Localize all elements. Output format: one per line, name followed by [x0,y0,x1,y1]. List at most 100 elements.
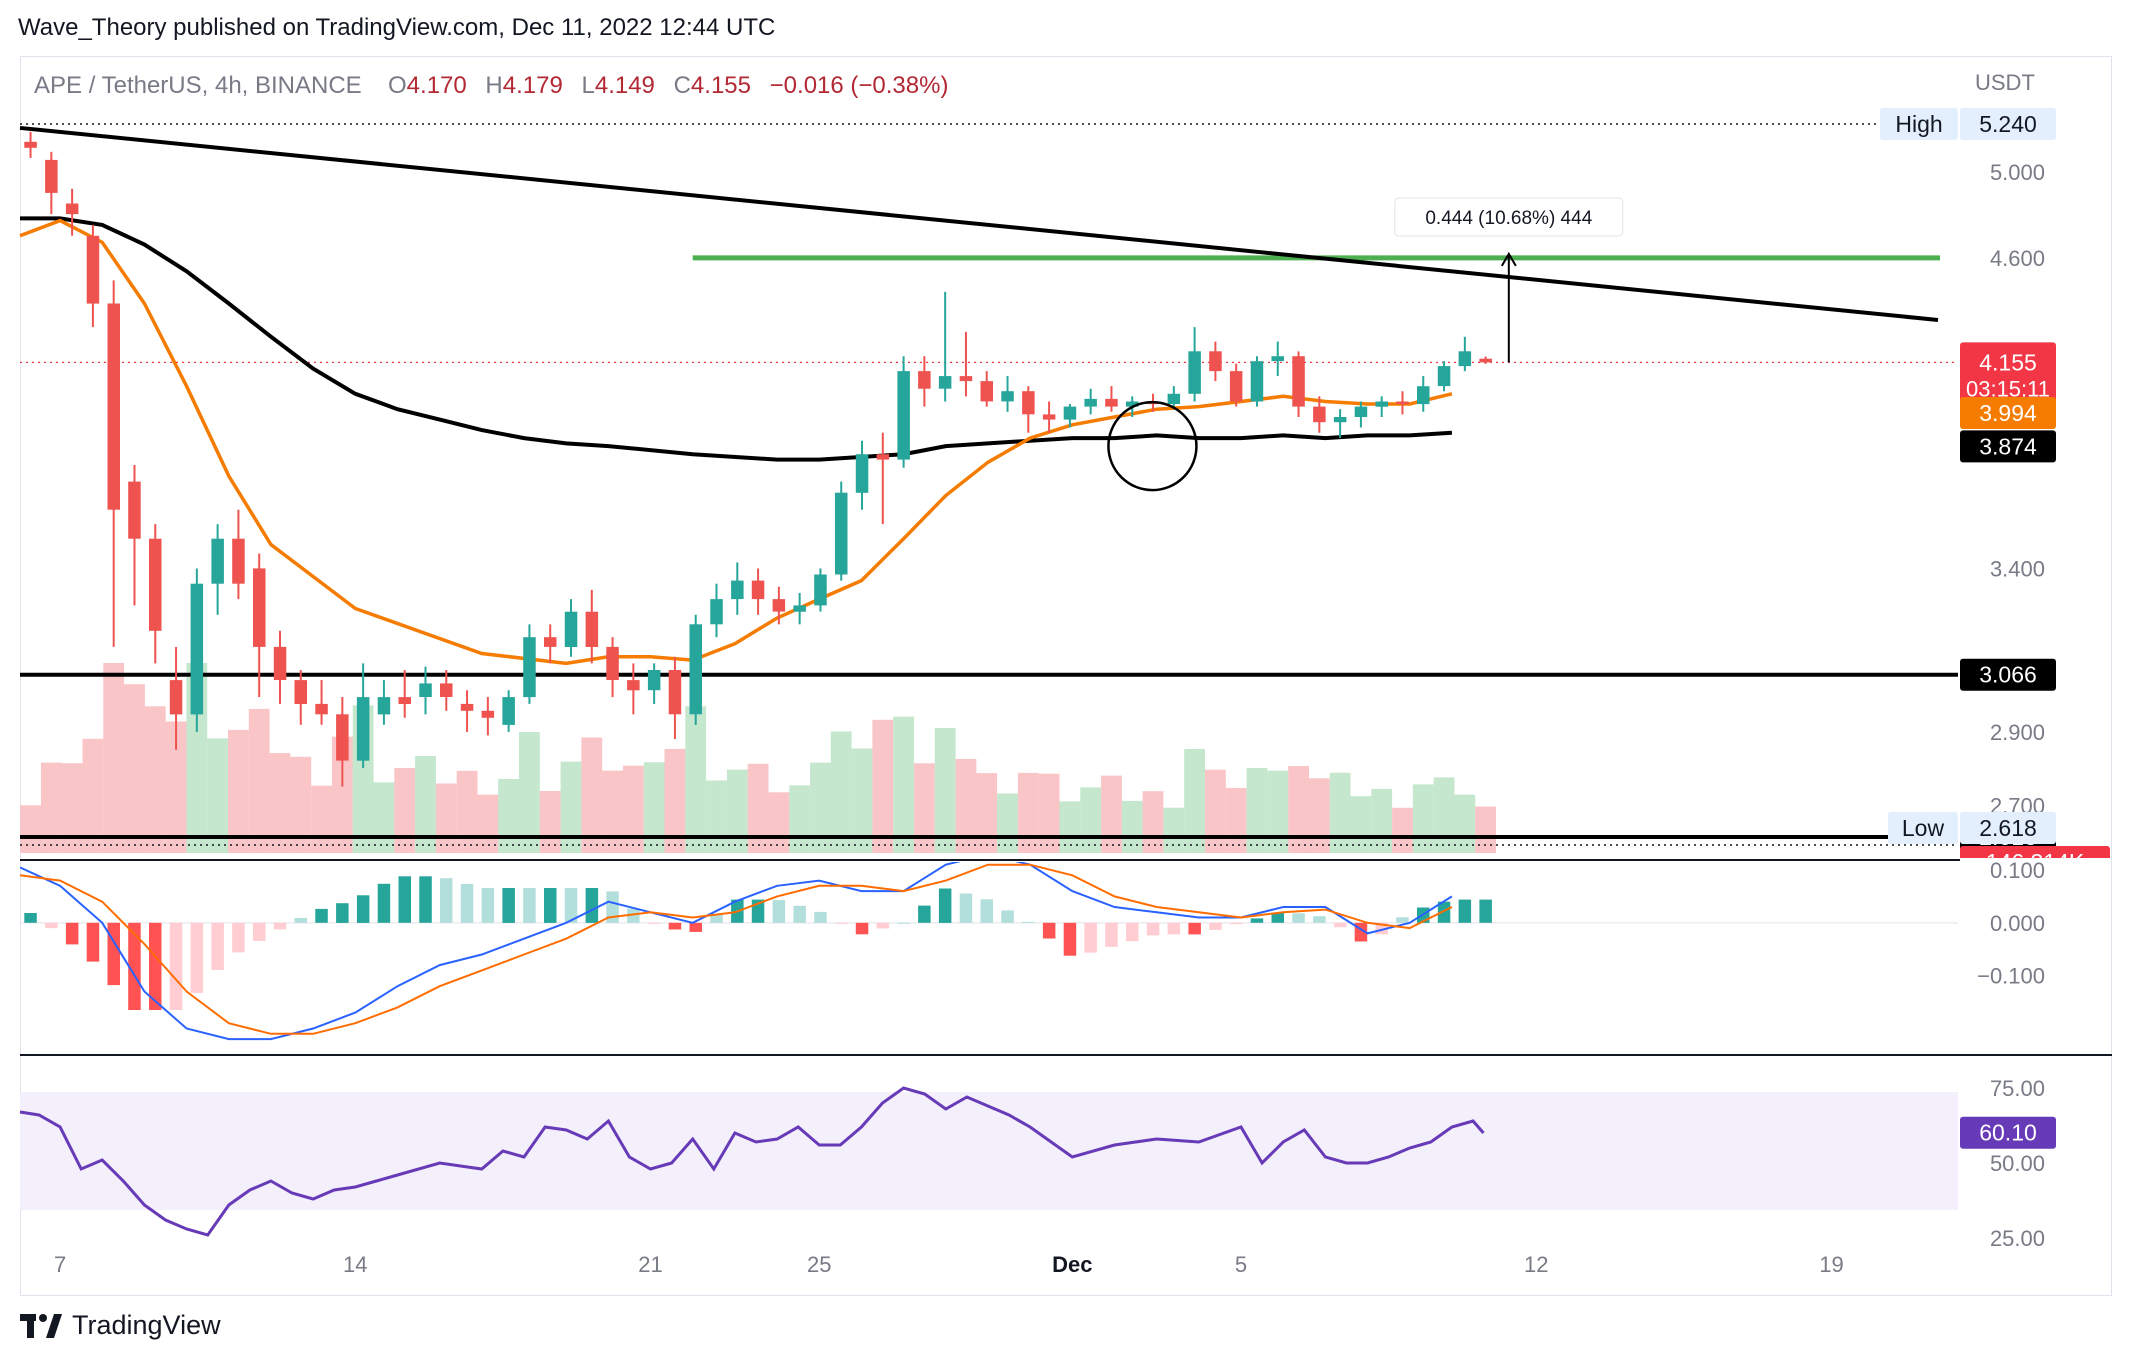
macd-histogram-bar [356,895,370,923]
low-tag-bg [1888,812,1958,844]
candle [751,580,765,600]
tradingview-logo-icon [20,1313,62,1338]
macd-histogram-bar [190,922,204,993]
macd-histogram-bar [169,922,183,1010]
volume-bar [435,783,457,853]
high-tag-bg [1880,108,1958,140]
rsi-band [20,1092,1958,1210]
tradingview-footer[interactable]: TradingView [20,1310,221,1341]
volume-bar [1433,777,1455,853]
candle [959,376,973,382]
macd-histogram-bar [1479,899,1492,923]
macd-histogram-bar [1022,921,1035,923]
candle [1229,371,1243,402]
macd-histogram-bar [523,888,536,923]
currency-label: USDT [1975,70,2035,95]
candle [1417,386,1430,405]
candle [149,538,162,631]
measure-label: 0.444 (10.68%) 444 [1425,208,1592,229]
candle [1313,406,1326,423]
rsi-value: 60.10 [1979,1120,2037,1146]
rsi-pane [19,1086,1958,1237]
volume-value: 146.314K [1986,849,2085,875]
volume-bar [1101,775,1122,853]
high-value: 5.240 [1979,111,2037,137]
volume-bar [1412,784,1434,853]
candle [1354,406,1368,417]
legend-close-value: 4.155 [691,72,751,99]
volume-bar [602,770,623,853]
legend-close-label: C [674,72,691,99]
macd-histogram-bar [897,922,910,924]
macd-histogram-bar [273,922,287,930]
candle [232,538,245,584]
rsi-value-bg [1960,1116,2056,1149]
legend-open-label: O [388,72,407,99]
volume-bar [311,785,332,853]
volume-bar [560,761,582,853]
candle [1375,401,1388,407]
macd-histogram-bar [1458,899,1472,923]
highlight-circle [1107,400,1198,492]
candle [169,680,183,715]
volume-bar [103,663,125,853]
macd-histogram-bar [1084,922,1097,953]
candle [1292,356,1305,407]
candle [544,637,557,647]
macd-histogram-bar [835,922,848,924]
volume-bar [228,729,249,853]
macd-histogram-bar [502,888,515,923]
macd-histogram-bar [1229,922,1243,925]
macd-histogram-bar [1333,922,1347,928]
high-tag: High [1895,111,1942,137]
candle [502,697,515,725]
candle [1105,398,1118,407]
macd-histogram-bar [1167,922,1181,935]
ma-slow-value-bg [1960,430,2056,463]
volume-bar [581,737,603,853]
candle [814,574,827,606]
volume-bar [332,736,353,853]
candle [211,538,224,584]
volume-bar [934,728,956,853]
macd-histogram-bar [544,888,557,923]
macd-histogram-bar [253,922,266,941]
macd-histogram-bar [1209,922,1222,930]
macd-histogram-bar [647,922,661,924]
publish-date: Dec 11, 2022 12:44 UTC [511,14,776,41]
volume-bar [976,773,998,853]
candle [772,599,786,612]
candle [315,703,328,715]
author-name[interactable]: Wave_Theory [18,14,167,41]
volume-bar [810,762,831,853]
legend-symbol: APE / TetherUS, 4h, BINANCE [34,72,362,99]
volume-bar [165,721,187,853]
legend-high-value: 4.179 [503,72,563,99]
volume-bar [955,758,977,853]
candle [710,599,723,625]
volume-badge: 146.314K [1960,846,2110,875]
volume-bar [1392,807,1413,853]
candle [253,568,266,647]
candle [938,376,952,389]
candle [398,697,411,704]
macd-histogram-bar [65,922,79,945]
measure-box [1394,197,1624,237]
candle [336,714,349,761]
candle [86,235,100,304]
rsi-axis-tick: 75.00 [1990,1076,2045,1101]
support-upper-value: 3.066 [1979,662,2037,688]
macd-histogram-bar [107,922,120,986]
volume-bar [1142,791,1164,853]
macd-histogram-bar [1250,918,1264,923]
macd-histogram-bar [1126,922,1139,942]
volume-bar [82,738,104,853]
macd-histogram-bar [440,878,453,923]
volume-bar [1246,768,1268,853]
volume-bar [248,708,270,853]
candle [606,646,619,680]
time-axis-tick: 21 [638,1252,662,1277]
legend-ohlc: O4.170 H4.179 L4.149 C4.155 −0.016 (−0.3… [388,72,948,99]
macd-histogram-bar [814,911,827,923]
